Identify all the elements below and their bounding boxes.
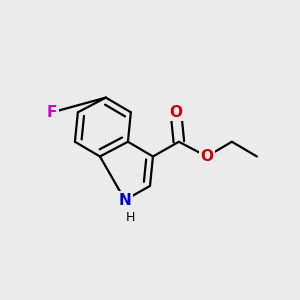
Text: H: H — [126, 211, 135, 224]
Text: N: N — [118, 193, 131, 208]
Text: O: O — [200, 149, 213, 164]
Text: O: O — [169, 105, 182, 120]
Text: F: F — [47, 105, 57, 120]
